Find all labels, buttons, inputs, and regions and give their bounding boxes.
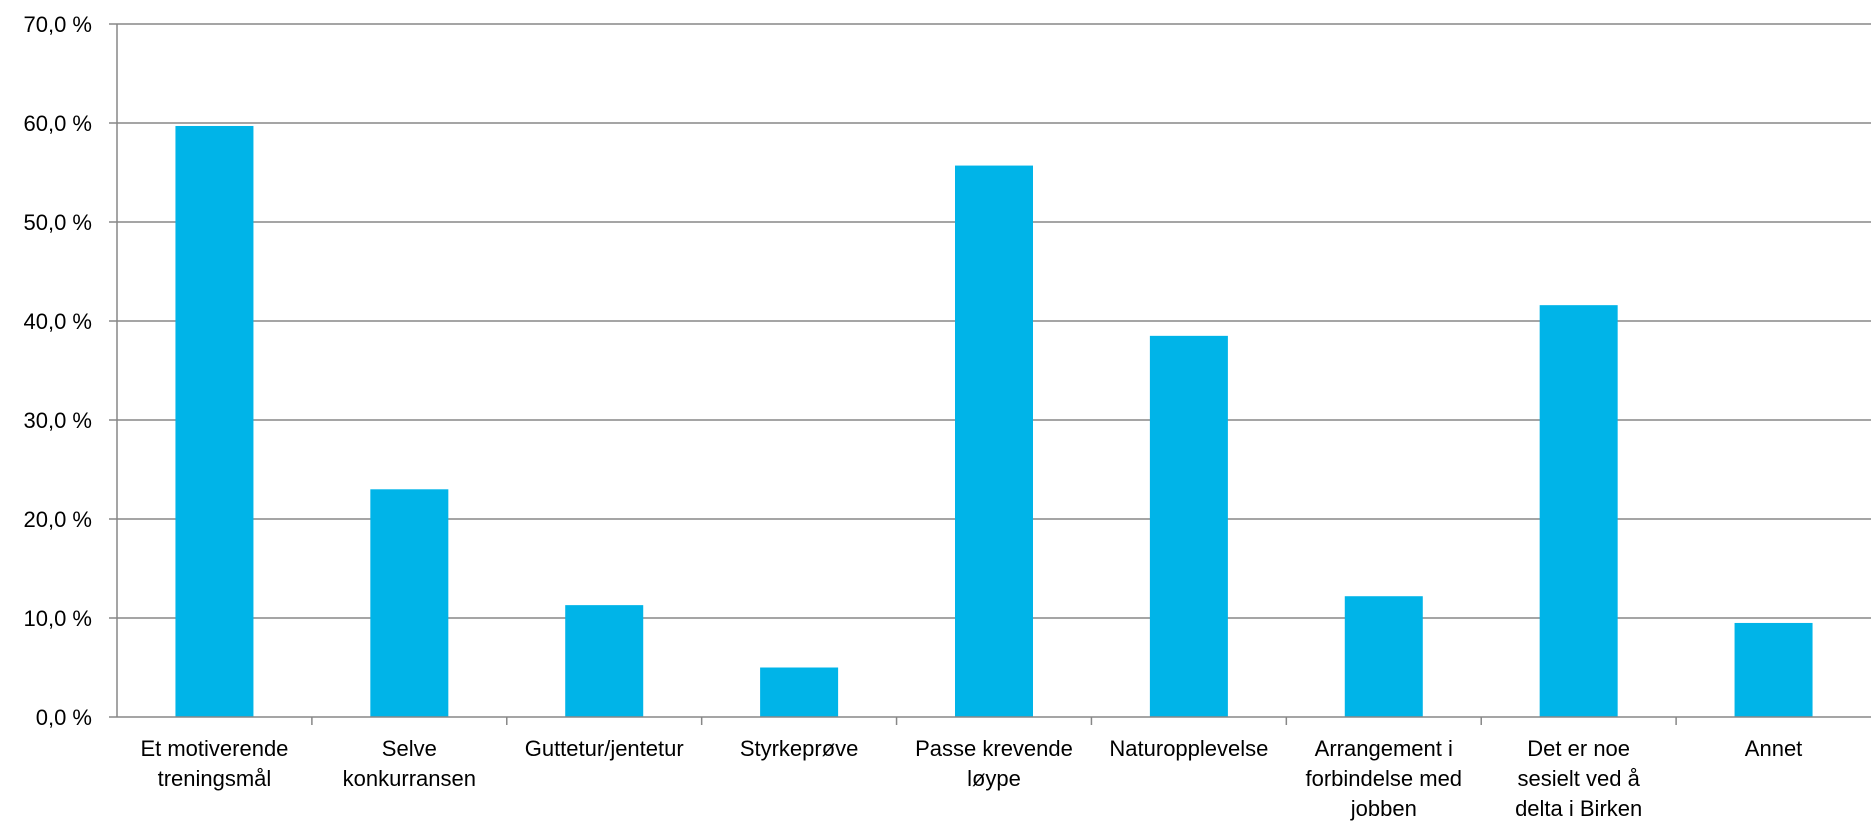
bars bbox=[175, 125, 1813, 718]
y-tick-labels: 0,0 % 10,0 % 20,0 % 30,0 % 40,0 % 50,0 % 60,0 … bbox=[24, 12, 93, 730]
y-tick-label: 0,0 % bbox=[36, 705, 92, 730]
bar bbox=[565, 605, 644, 717]
y-tick-label: 50,0 % bbox=[24, 210, 93, 235]
bar bbox=[1734, 622, 1813, 717]
x-category-label: Annet bbox=[1745, 736, 1803, 761]
bar bbox=[760, 667, 839, 717]
y-tick-label: 30,0 % bbox=[24, 408, 93, 433]
x-category-labels: Et motiverende treningsmål Selve konkurrans… bbox=[140, 736, 1802, 821]
x-category-label: Naturopplevelse bbox=[1109, 736, 1268, 761]
y-tick-label: 20,0 % bbox=[24, 507, 93, 532]
x-category-label: treningsmål bbox=[158, 766, 272, 791]
x-category-label: jobben bbox=[1350, 796, 1417, 821]
x-category-label: Selve bbox=[382, 736, 437, 761]
x-category-label: konkurransen bbox=[343, 766, 476, 791]
y-tick-label: 70,0 % bbox=[24, 12, 93, 37]
bar bbox=[370, 489, 449, 717]
x-category-label: sesielt ved å bbox=[1518, 766, 1641, 791]
x-category-label: Det er noe bbox=[1527, 736, 1630, 761]
x-category-label: Guttetur/jentetur bbox=[525, 736, 684, 761]
bar bbox=[1149, 335, 1228, 717]
x-category-label: forbindelse med bbox=[1306, 766, 1463, 791]
x-category-label: Passe krevende bbox=[915, 736, 1073, 761]
x-category-label: Et motiverende bbox=[140, 736, 288, 761]
x-category-label: delta i Birken bbox=[1515, 796, 1642, 821]
x-category-label: Arrangement i bbox=[1315, 736, 1453, 761]
y-tick-label: 60,0 % bbox=[24, 111, 93, 136]
bar bbox=[175, 125, 254, 718]
bar bbox=[1539, 305, 1618, 717]
bar bbox=[955, 165, 1033, 717]
y-tick-label: 40,0 % bbox=[24, 309, 93, 334]
bar bbox=[1344, 596, 1423, 717]
x-category-label: løype bbox=[967, 766, 1021, 791]
y-tick-label: 10,0 % bbox=[24, 606, 93, 631]
x-category-label: Styrkeprøve bbox=[740, 736, 859, 761]
axes bbox=[109, 23, 1871, 725]
